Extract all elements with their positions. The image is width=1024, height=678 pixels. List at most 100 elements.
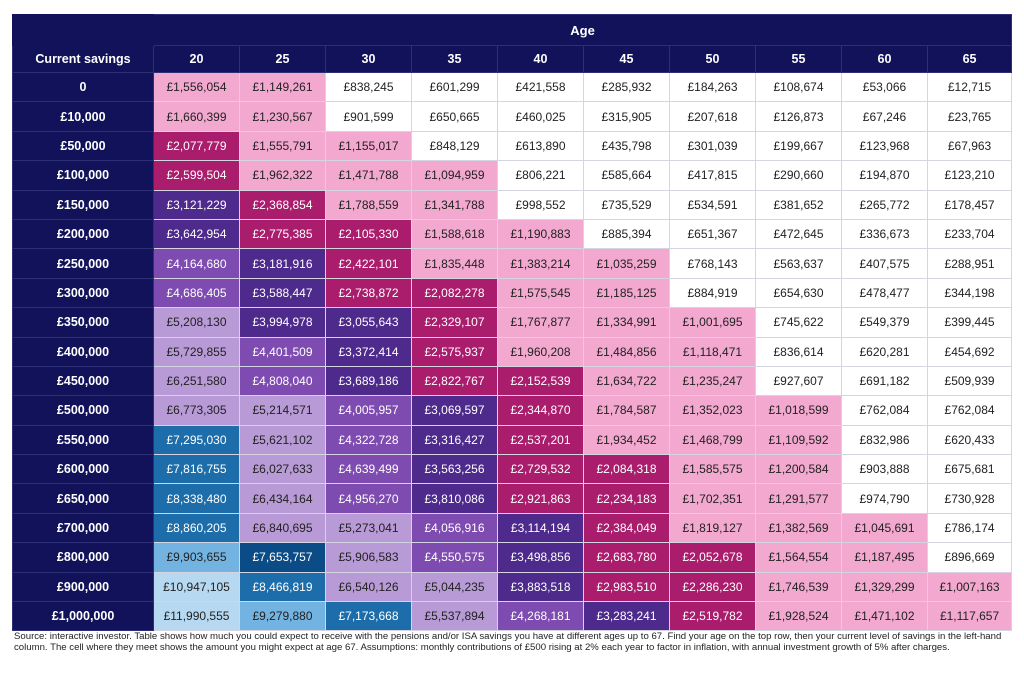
value-cell: £762,084 [841,395,928,426]
value-cell: £2,775,385 [239,218,326,250]
value-cell: £67,963 [926,130,1013,162]
table-row: £350,000 £5,208,130 £3,994,978 £3,055,643 £2… [12,307,1013,338]
value-cell: £563,637 [755,248,842,279]
value-cell: £768,143 [669,248,756,279]
value-cell: £786,174 [926,512,1013,544]
row-header-label: Current savings [12,45,154,73]
savings-row-label: £800,000 [12,542,154,573]
savings-row-label: £50,000 [12,130,154,162]
age-column-header: 60 [841,45,928,73]
value-cell: £336,673 [841,218,928,250]
value-cell: £509,939 [926,365,1013,397]
age-column-header: 20 [153,45,240,73]
value-cell: £290,660 [755,160,842,191]
value-cell: £1,835,448 [411,248,498,279]
value-cell: £762,084 [926,395,1013,426]
value-cell: £3,563,256 [411,454,498,485]
age-column-header: 30 [325,45,412,73]
savings-row-label: £300,000 [12,277,154,309]
value-cell: £1,585,575 [669,454,756,485]
age-title-row: Age [12,14,1013,46]
value-cell: £4,056,916 [411,512,498,544]
value-cell: £5,621,102 [239,424,326,456]
value-cell: £6,027,633 [239,454,326,485]
value-cell: £1,468,799 [669,424,756,456]
value-cell: £6,540,126 [325,571,412,603]
value-cell: £2,084,318 [583,454,670,485]
value-cell: £265,772 [841,189,928,220]
value-cell: £67,246 [841,101,928,132]
value-cell: £601,299 [411,71,498,103]
age-column-header: 45 [583,45,670,73]
value-cell: £675,681 [926,454,1013,485]
value-cell: £315,905 [583,101,670,132]
value-cell: £8,860,205 [153,512,240,544]
value-cell: £5,208,130 [153,307,240,338]
age-column-header: 65 [926,45,1013,73]
value-cell: £472,645 [755,218,842,250]
table-row: £550,000 £7,295,030 £5,621,102 £4,322,728 £3… [12,424,1013,456]
value-cell: £974,790 [841,483,928,514]
value-cell: £2,921,863 [497,483,584,514]
value-cell: £848,129 [411,130,498,162]
value-cell: £2,105,330 [325,218,412,250]
value-cell: £620,433 [926,424,1013,456]
age-column-header: 40 [497,45,584,73]
column-header-row: Current savings 20 25 30 35 40 45 50 55 60 65 [12,45,1013,73]
value-cell: £199,667 [755,130,842,162]
value-cell: £1,001,695 [669,307,756,338]
savings-table: Age Current savings 20 25 30 35 40 45 50 55 60 65 0 £… [12,14,1013,632]
value-cell: £108,674 [755,71,842,103]
value-cell: £549,379 [841,307,928,338]
value-cell: £5,729,855 [153,336,240,367]
value-cell: £2,599,504 [153,160,240,191]
value-cell: £3,810,086 [411,483,498,514]
value-cell: £927,607 [755,365,842,397]
value-cell: £7,295,030 [153,424,240,456]
value-cell: £585,664 [583,160,670,191]
value-cell: £4,639,499 [325,454,412,485]
value-cell: £730,928 [926,483,1013,514]
table-row: £400,000 £5,729,855 £4,401,509 £3,372,414 £2… [12,336,1013,367]
value-cell: £53,066 [841,71,928,103]
value-cell: £8,338,480 [153,483,240,514]
savings-row-label: £100,000 [12,160,154,191]
value-cell: £381,652 [755,189,842,220]
value-cell: £2,344,870 [497,395,584,426]
value-cell: £454,692 [926,336,1013,367]
value-cell: £207,618 [669,101,756,132]
value-cell: £1,190,883 [497,218,584,250]
value-cell: £3,642,954 [153,218,240,250]
value-cell: £1,007,163 [926,571,1013,603]
value-cell: £1,819,127 [669,512,756,544]
source-footnote: Source: interactive investor. Table show… [14,631,1002,654]
value-cell: £1,746,539 [755,571,842,603]
value-cell: £3,498,856 [497,542,584,573]
value-cell: £2,368,854 [239,189,326,220]
value-cell: £421,558 [497,71,584,103]
value-cell: £9,279,880 [239,601,326,632]
value-cell: £901,599 [325,101,412,132]
value-cell: £194,870 [841,160,928,191]
value-cell: £7,653,757 [239,542,326,573]
value-cell: £2,077,779 [153,130,240,162]
table-row: £300,000 £4,686,405 £3,588,447 £2,738,872 £2… [12,277,1013,309]
value-cell: £2,729,532 [497,454,584,485]
value-cell: £1,934,452 [583,424,670,456]
value-cell: £2,082,278 [411,277,498,309]
value-cell: £1,784,587 [583,395,670,426]
savings-row-label: £450,000 [12,365,154,397]
value-cell: £4,322,728 [325,424,412,456]
value-cell: £7,173,668 [325,601,412,632]
value-cell: £1,200,584 [755,454,842,485]
value-cell: £123,210 [926,160,1013,191]
value-cell: £5,906,583 [325,542,412,573]
savings-row-label: £550,000 [12,424,154,456]
value-cell: £1,018,599 [755,395,842,426]
value-cell: £3,181,916 [239,248,326,279]
age-axis-title: Age [152,14,1013,46]
value-cell: £4,164,680 [153,248,240,279]
value-cell: £7,816,755 [153,454,240,485]
value-cell: £3,283,241 [583,601,670,632]
value-cell: £1,117,657 [926,601,1013,632]
